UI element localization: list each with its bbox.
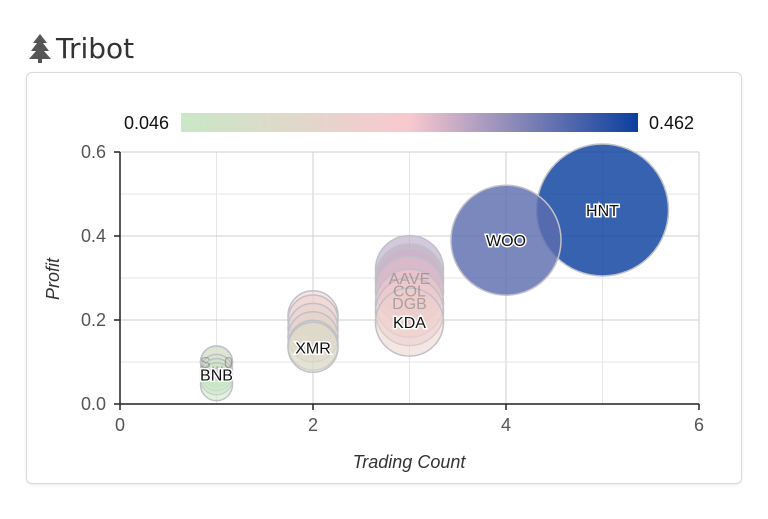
bubble-label: WOO <box>486 233 526 250</box>
app-header: Tribot <box>28 30 134 66</box>
chart-card: 0.046 0.462 BNB S...0 XMR AAVE COL DGB KDA WOO H… <box>26 72 742 484</box>
x-axis-label: Trading Count <box>353 452 467 472</box>
y-tick-label: 0.4 <box>81 226 106 246</box>
colorbar <box>181 113 638 132</box>
bubble-label: XMR <box>295 340 331 357</box>
y-axis-label: Profit <box>43 257 63 300</box>
bubble-label: BNB <box>200 368 233 385</box>
bubble-label: DGB <box>392 296 427 313</box>
app-title: Tribot <box>56 31 135 65</box>
colorbar-min-label: 0.046 <box>124 113 169 133</box>
y-tick-label: 0.2 <box>81 310 106 330</box>
bubble-chart: 0.046 0.462 BNBS...0XMRAAVECOLDGBKDAWOOH… <box>43 113 704 472</box>
axes: 0 2 4 6 0.0 0.2 0.4 0.6 <box>81 142 704 435</box>
bubble-label: KDA <box>393 315 426 332</box>
x-tick-label: 4 <box>501 415 511 435</box>
colorbar-max-label: 0.462 <box>649 113 694 133</box>
bubble[interactable] <box>450 184 562 296</box>
bubble[interactable] <box>199 367 234 402</box>
bubble-label: AAVE <box>389 271 431 288</box>
bubble-label: COL <box>393 284 426 301</box>
x-tick-label: 0 <box>115 415 125 435</box>
bubble[interactable] <box>374 287 445 357</box>
y-tick-label: 0.0 <box>81 394 106 414</box>
x-tick-label: 6 <box>694 415 704 435</box>
y-tick-label: 0.6 <box>81 142 106 162</box>
x-tick-label: 2 <box>308 415 318 435</box>
bubble-label: HNT <box>586 203 619 220</box>
bubble[interactable] <box>287 321 339 374</box>
tree-icon <box>29 34 51 63</box>
bubble-label: S...0 <box>200 355 233 372</box>
